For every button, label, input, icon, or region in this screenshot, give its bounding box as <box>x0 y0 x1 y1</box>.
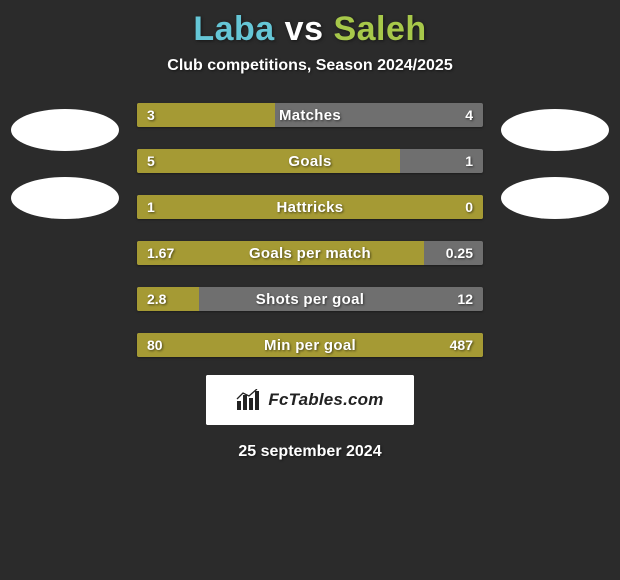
footer-badge: FcTables.com <box>206 375 414 425</box>
title-player1: Laba <box>193 10 274 48</box>
chart-area: 34Matches 51Goals 10Hattricks 1.670.25Goals… <box>0 103 620 357</box>
bar-label: Hattricks <box>137 195 483 219</box>
bar-row: 10Hattricks <box>137 195 483 219</box>
bar-label: Min per goal <box>137 333 483 357</box>
avatar-col-right <box>501 103 609 219</box>
avatar-right-2 <box>501 177 609 219</box>
bar-label: Goals per match <box>137 241 483 265</box>
avatar-left-2 <box>11 177 119 219</box>
subtitle: Club competitions, Season 2024/2025 <box>167 57 452 75</box>
title: Laba vs Saleh <box>193 10 426 49</box>
title-vs: vs <box>285 10 324 48</box>
bar-row: 2.812Shots per goal <box>137 287 483 311</box>
avatar-right-1 <box>501 109 609 151</box>
date: 25 september 2024 <box>238 443 381 461</box>
chart-icon <box>236 389 262 411</box>
title-player2: Saleh <box>333 10 426 48</box>
footer-text: FcTables.com <box>268 390 383 410</box>
avatar-col-left <box>11 103 119 219</box>
bar-row: 34Matches <box>137 103 483 127</box>
bar-label: Shots per goal <box>137 287 483 311</box>
bar-label: Matches <box>137 103 483 127</box>
bars-container: 34Matches 51Goals 10Hattricks 1.670.25Goals… <box>137 103 483 357</box>
bar-row: 51Goals <box>137 149 483 173</box>
bar-row: 80487Min per goal <box>137 333 483 357</box>
bar-row: 1.670.25Goals per match <box>137 241 483 265</box>
comparison-infographic: Laba vs Saleh Club competitions, Season … <box>0 0 620 461</box>
avatar-left-1 <box>11 109 119 151</box>
bar-label: Goals <box>137 149 483 173</box>
